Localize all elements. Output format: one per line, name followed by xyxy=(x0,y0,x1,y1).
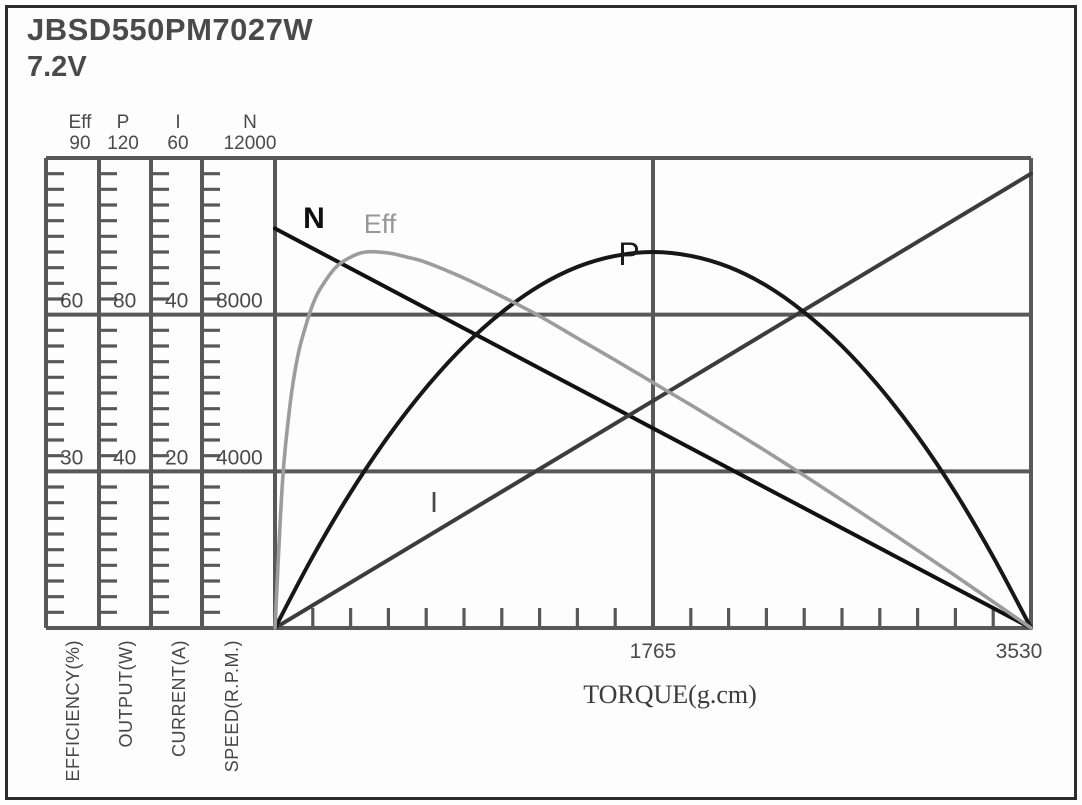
axis-name-label: N xyxy=(243,112,257,133)
axis-unit-label: CURRENT(A) xyxy=(169,640,189,757)
series-curve-P xyxy=(273,249,1033,630)
axis-max-label: 120 xyxy=(107,133,139,154)
axis-unit-label: OUTPUT(W) xyxy=(116,640,136,747)
x-axis-title: TORQUE(g.cm) xyxy=(583,680,757,709)
x-tick-label: 3530 xyxy=(996,640,1043,663)
curve-label-P: P xyxy=(618,236,639,272)
voltage-label: 7.2V xyxy=(27,50,87,83)
axis-max-label: 90 xyxy=(69,133,90,154)
axis-major-label: 40 xyxy=(165,290,188,313)
axis-max-label: 60 xyxy=(167,133,188,154)
page-title: JBSD550PM7027W xyxy=(27,12,314,47)
curve-label-I: I xyxy=(430,487,438,519)
axis-unit-label: EFFICIENCY(%) xyxy=(63,640,83,782)
x-tick-label: 1765 xyxy=(630,640,677,663)
axis-name-label: I xyxy=(175,112,180,133)
axis-major-label: 30 xyxy=(60,446,83,469)
axis-major-label: 8000 xyxy=(216,290,263,313)
curve-label-Eff: Eff xyxy=(364,209,397,239)
axis-name-label: P xyxy=(117,112,130,133)
axis-major-label: 4000 xyxy=(216,446,263,469)
axis-major-label: 20 xyxy=(165,446,188,469)
axis-name-label: Eff xyxy=(69,112,93,133)
axis-major-label: 40 xyxy=(113,446,136,469)
axis-unit-label: SPEED(R.P.M.) xyxy=(222,640,242,772)
axis-max-label: 12000 xyxy=(224,133,277,154)
curve-label-N: N xyxy=(303,202,325,235)
series-curve-Eff xyxy=(273,249,1033,630)
series-curve-N xyxy=(273,226,1033,630)
series-curve-I xyxy=(273,171,1033,630)
axis-major-label: 80 xyxy=(113,290,136,313)
title-block: JBSD550PM7027W 7.2V xyxy=(27,12,313,84)
axis-major-label: 60 xyxy=(60,290,83,313)
